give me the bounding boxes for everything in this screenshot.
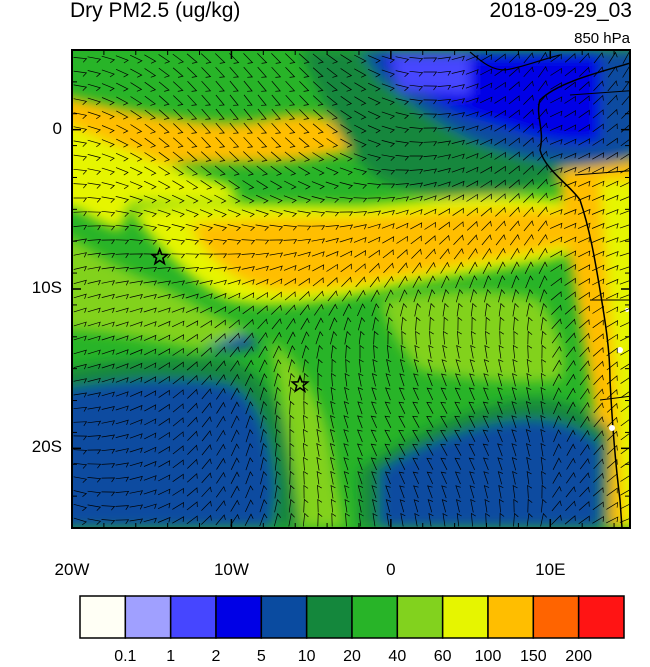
y-tick-label: 10S bbox=[31, 278, 62, 297]
colorbar-swatch bbox=[169, 595, 217, 639]
y-tick-label: 20S bbox=[31, 437, 62, 457]
pm25-field bbox=[72, 50, 630, 528]
colorbar-swatch bbox=[215, 595, 263, 639]
star-south-marker bbox=[290, 374, 310, 393]
colorbar-label: 150 bbox=[519, 648, 547, 665]
x-tick-label: 10W bbox=[213, 560, 249, 579]
colorbar-swatch bbox=[260, 595, 308, 639]
colorbar-label: 2 bbox=[211, 648, 221, 665]
colorbar-label: 200 bbox=[565, 648, 593, 665]
colorbar bbox=[79, 595, 625, 639]
x-tick-label: 20W bbox=[54, 560, 90, 579]
colorbar-label: 60 bbox=[433, 648, 452, 665]
x-tick-label: 10E bbox=[535, 560, 566, 579]
y-tick-label: 0 bbox=[52, 118, 62, 138]
star-west-marker bbox=[149, 246, 170, 266]
colorbar-swatch bbox=[396, 595, 444, 639]
marker-layer bbox=[149, 246, 310, 393]
wind-barbs bbox=[73, 51, 630, 527]
x-tick-label: 0 bbox=[386, 560, 396, 579]
axis-ticks bbox=[71, 49, 630, 529]
colorbar-swatch bbox=[487, 595, 535, 639]
colorbar-label: 10 bbox=[297, 648, 316, 665]
colorbar-swatch bbox=[305, 595, 353, 639]
colorbar-label: 20 bbox=[343, 648, 361, 665]
map-title: Dry PM2.5 (ug/kg) bbox=[70, 0, 241, 22]
colorbar-label: 40 bbox=[388, 648, 407, 665]
colorbar-label: 100 bbox=[474, 648, 502, 665]
colorbar-label: 5 bbox=[256, 648, 266, 665]
colorbar-swatch bbox=[577, 595, 625, 639]
colorbar-swatch bbox=[124, 595, 172, 639]
map-datetime: 2018-09-29_03 bbox=[489, 0, 632, 22]
pressure-level: 850 hPa bbox=[574, 30, 630, 47]
colorbar-label: 0.1 bbox=[114, 648, 137, 665]
colorbar-swatch bbox=[532, 595, 580, 639]
colorbar-swatch bbox=[79, 595, 127, 639]
colorbar-label: 1 bbox=[166, 648, 176, 665]
colorbar-swatch bbox=[351, 595, 399, 639]
colorbar-swatch bbox=[441, 595, 489, 639]
